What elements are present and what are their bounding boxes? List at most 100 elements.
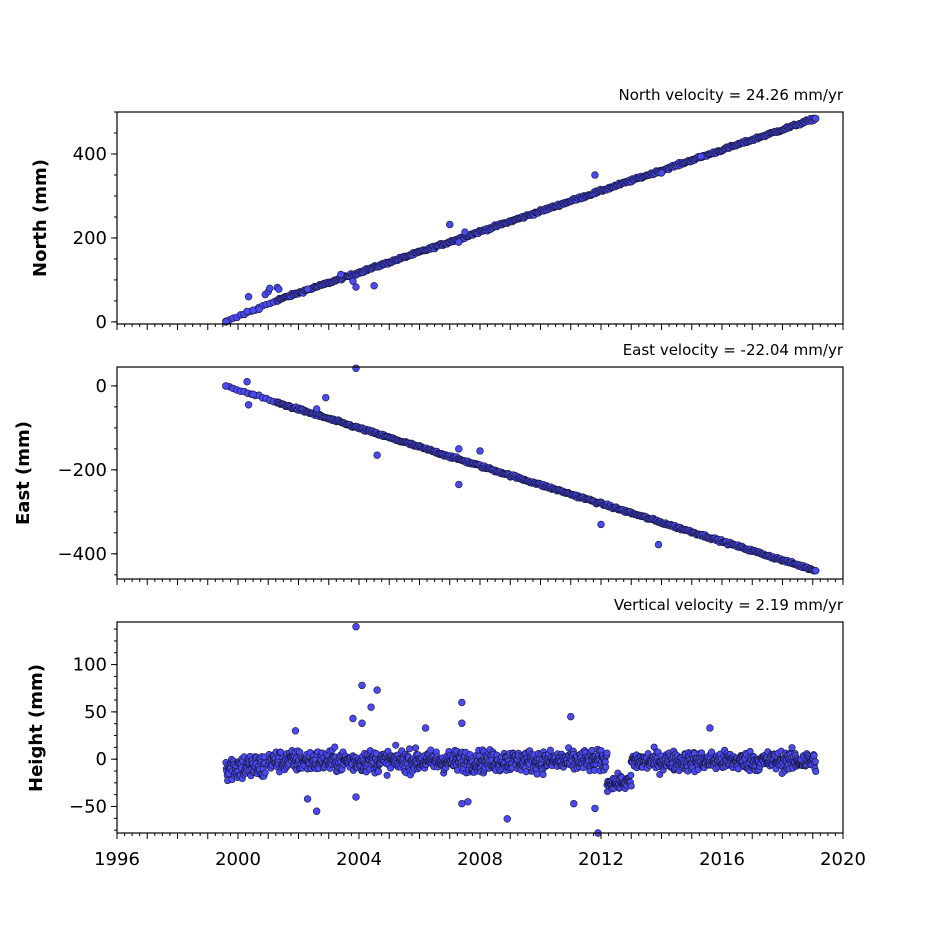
data-point bbox=[546, 746, 554, 754]
east-frame bbox=[116, 366, 844, 580]
y-tick-label: 400 bbox=[73, 144, 107, 165]
data-point bbox=[539, 770, 547, 778]
north-ylabel: North (mm) bbox=[30, 159, 51, 277]
data-point bbox=[811, 758, 819, 766]
data-point bbox=[421, 724, 430, 732]
north-frame bbox=[116, 111, 844, 325]
data-point bbox=[352, 364, 360, 372]
data-point bbox=[312, 405, 321, 413]
data-point bbox=[275, 285, 283, 293]
data-point bbox=[461, 228, 469, 236]
data-point bbox=[249, 390, 257, 398]
x-tick-label: 1996 bbox=[94, 849, 140, 870]
data-point bbox=[476, 447, 484, 455]
data-point bbox=[597, 520, 605, 529]
data-point bbox=[708, 748, 716, 756]
x-tick-label: 2012 bbox=[578, 849, 624, 870]
data-point bbox=[412, 744, 420, 752]
x-tick-label: 2020 bbox=[820, 849, 866, 870]
data-point bbox=[296, 748, 304, 756]
data-point bbox=[570, 799, 578, 808]
y-tick-label: −400 bbox=[58, 544, 107, 565]
data-point bbox=[788, 744, 796, 752]
y-tick-label: 0 bbox=[96, 749, 107, 770]
data-point bbox=[370, 282, 378, 290]
data-point bbox=[244, 293, 253, 301]
data-point bbox=[322, 393, 330, 402]
data-point bbox=[627, 782, 635, 790]
data-point bbox=[367, 703, 375, 711]
y-tick-label: 100 bbox=[73, 655, 107, 676]
data-point bbox=[455, 480, 463, 489]
data-point bbox=[358, 681, 366, 690]
y-tick-label: 0 bbox=[96, 376, 107, 397]
data-point bbox=[291, 727, 300, 735]
y-tick-label: 200 bbox=[73, 228, 107, 249]
data-point bbox=[603, 749, 611, 757]
height-axes: 100 50 0 −50 1996 2000 2004 2008 2012 2016 2020 bbox=[69, 628, 866, 870]
x-tick-label: 2000 bbox=[215, 849, 261, 870]
data-point bbox=[255, 305, 263, 314]
data-point bbox=[657, 169, 666, 177]
data-point bbox=[222, 382, 230, 390]
data-point bbox=[337, 270, 345, 279]
east-panel: East velocity = -22.04 mm/yr 0 −200 −400 E… bbox=[13, 341, 844, 585]
data-point bbox=[261, 769, 269, 777]
east-title: East velocity = -22.04 mm/yr bbox=[623, 341, 844, 359]
y-tick-label: −200 bbox=[58, 460, 107, 481]
east-ylabel: East (mm) bbox=[13, 421, 34, 525]
data-point bbox=[312, 807, 321, 815]
data-point bbox=[243, 377, 251, 386]
data-point bbox=[392, 741, 400, 749]
height-points bbox=[222, 623, 820, 837]
data-point bbox=[458, 698, 466, 707]
data-point bbox=[533, 770, 541, 778]
data-point bbox=[352, 283, 360, 291]
x-tick-label: 2016 bbox=[699, 849, 745, 870]
data-point bbox=[654, 540, 663, 549]
data-point bbox=[588, 746, 596, 754]
data-point bbox=[602, 763, 610, 771]
data-point bbox=[812, 114, 820, 123]
data-point bbox=[373, 686, 381, 694]
height-ylabel: Height (mm) bbox=[26, 664, 47, 792]
data-point bbox=[303, 795, 312, 803]
north-panel: North velocity = 24.26 mm/yr 0 200 400 Nor… bbox=[30, 86, 844, 333]
data-point bbox=[697, 152, 705, 161]
data-point bbox=[812, 768, 820, 776]
data-point bbox=[810, 752, 818, 760]
x-tick-label: 2004 bbox=[336, 849, 382, 870]
data-point bbox=[706, 724, 714, 732]
data-point bbox=[349, 714, 357, 723]
height-panel: Vertical velocity = 2.19 mm/yr 100 50 0 −50… bbox=[26, 596, 866, 870]
data-point bbox=[446, 220, 454, 229]
data-point bbox=[303, 285, 312, 293]
data-point bbox=[591, 804, 599, 813]
data-point bbox=[387, 764, 395, 772]
data-point bbox=[331, 743, 339, 751]
x-tick-label: 2008 bbox=[457, 849, 503, 870]
data-point bbox=[591, 171, 599, 179]
data-point bbox=[455, 238, 463, 246]
data-point bbox=[277, 748, 285, 756]
data-point bbox=[464, 798, 472, 806]
data-point bbox=[266, 284, 274, 293]
data-point bbox=[383, 771, 391, 779]
east-axes: 0 −200 −400 bbox=[58, 376, 844, 585]
data-point bbox=[244, 401, 253, 409]
data-point bbox=[374, 768, 382, 776]
data-point bbox=[352, 793, 360, 801]
height-frame bbox=[116, 621, 844, 834]
data-point bbox=[812, 566, 820, 575]
data-point bbox=[243, 307, 251, 316]
data-point bbox=[455, 445, 463, 453]
data-point bbox=[358, 719, 366, 727]
data-point bbox=[406, 745, 414, 753]
y-tick-label: −50 bbox=[69, 797, 107, 818]
east-points bbox=[222, 364, 820, 575]
data-point bbox=[349, 277, 357, 285]
data-point bbox=[249, 306, 257, 314]
y-tick-label: 50 bbox=[84, 702, 107, 723]
data-point bbox=[458, 719, 466, 727]
